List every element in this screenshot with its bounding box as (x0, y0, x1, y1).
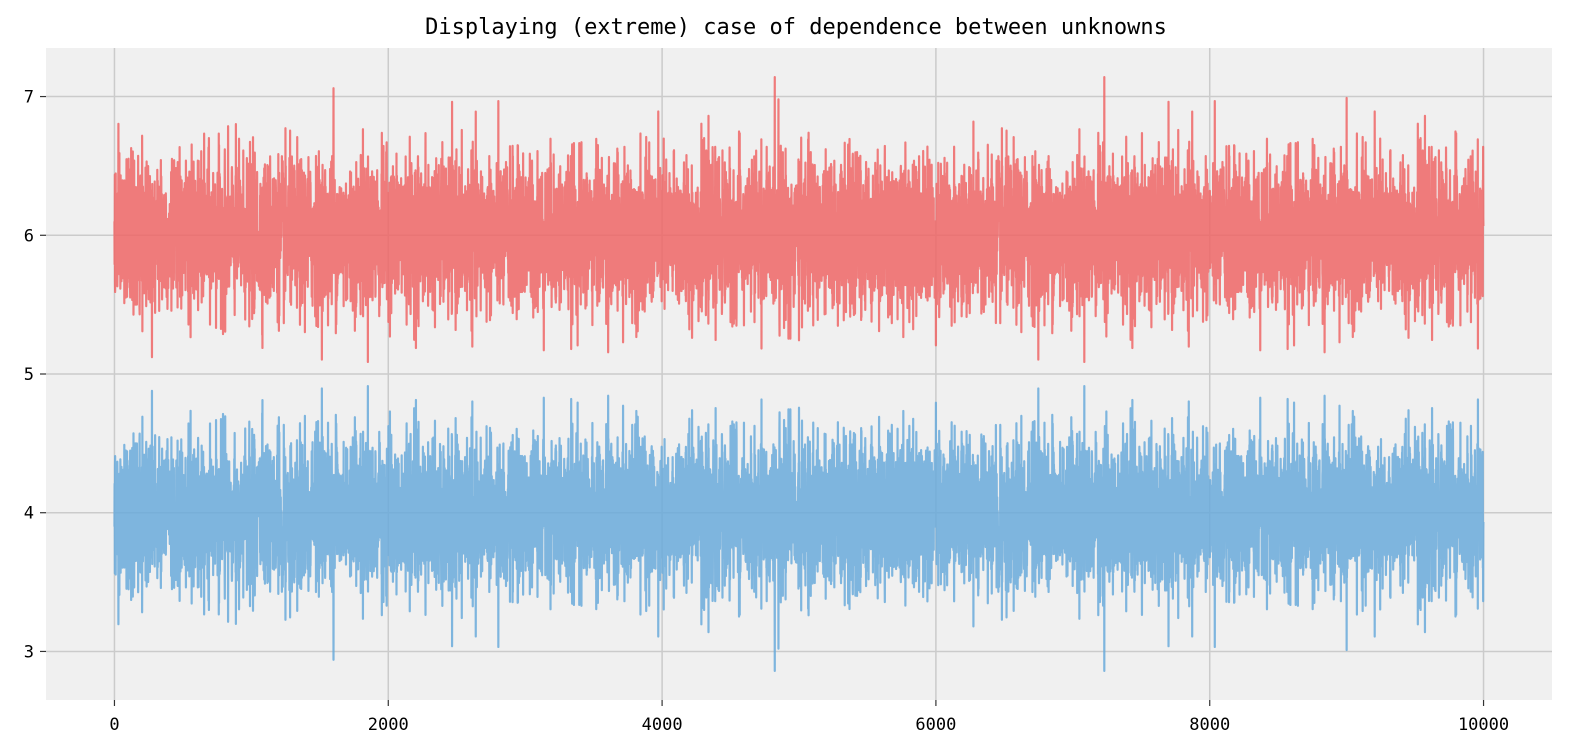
y-tick-label: 7 (24, 88, 34, 108)
series-group (113, 76, 1485, 672)
x-tick-label: 4000 (642, 715, 683, 735)
x-tick-label: 8000 (1189, 715, 1230, 735)
x-tick-label: 0 (109, 715, 119, 735)
x-tick-label: 6000 (915, 715, 956, 735)
y-tick-label: 3 (24, 642, 34, 662)
y-tick-label: 4 (24, 504, 34, 524)
y-tick-label: 6 (24, 226, 34, 246)
chart-title: Displaying (extreme) case of dependence … (425, 15, 1167, 40)
x-tick-label: 2000 (368, 715, 409, 735)
x-tick-label: 10000 (1458, 715, 1509, 735)
axes: 0 2000 4000 6000 8000 10000 3 4 5 6 7 (24, 88, 1509, 735)
series-line-lower (113, 384, 1485, 672)
series-line-upper (113, 76, 1485, 364)
y-tick-label: 5 (24, 365, 34, 385)
